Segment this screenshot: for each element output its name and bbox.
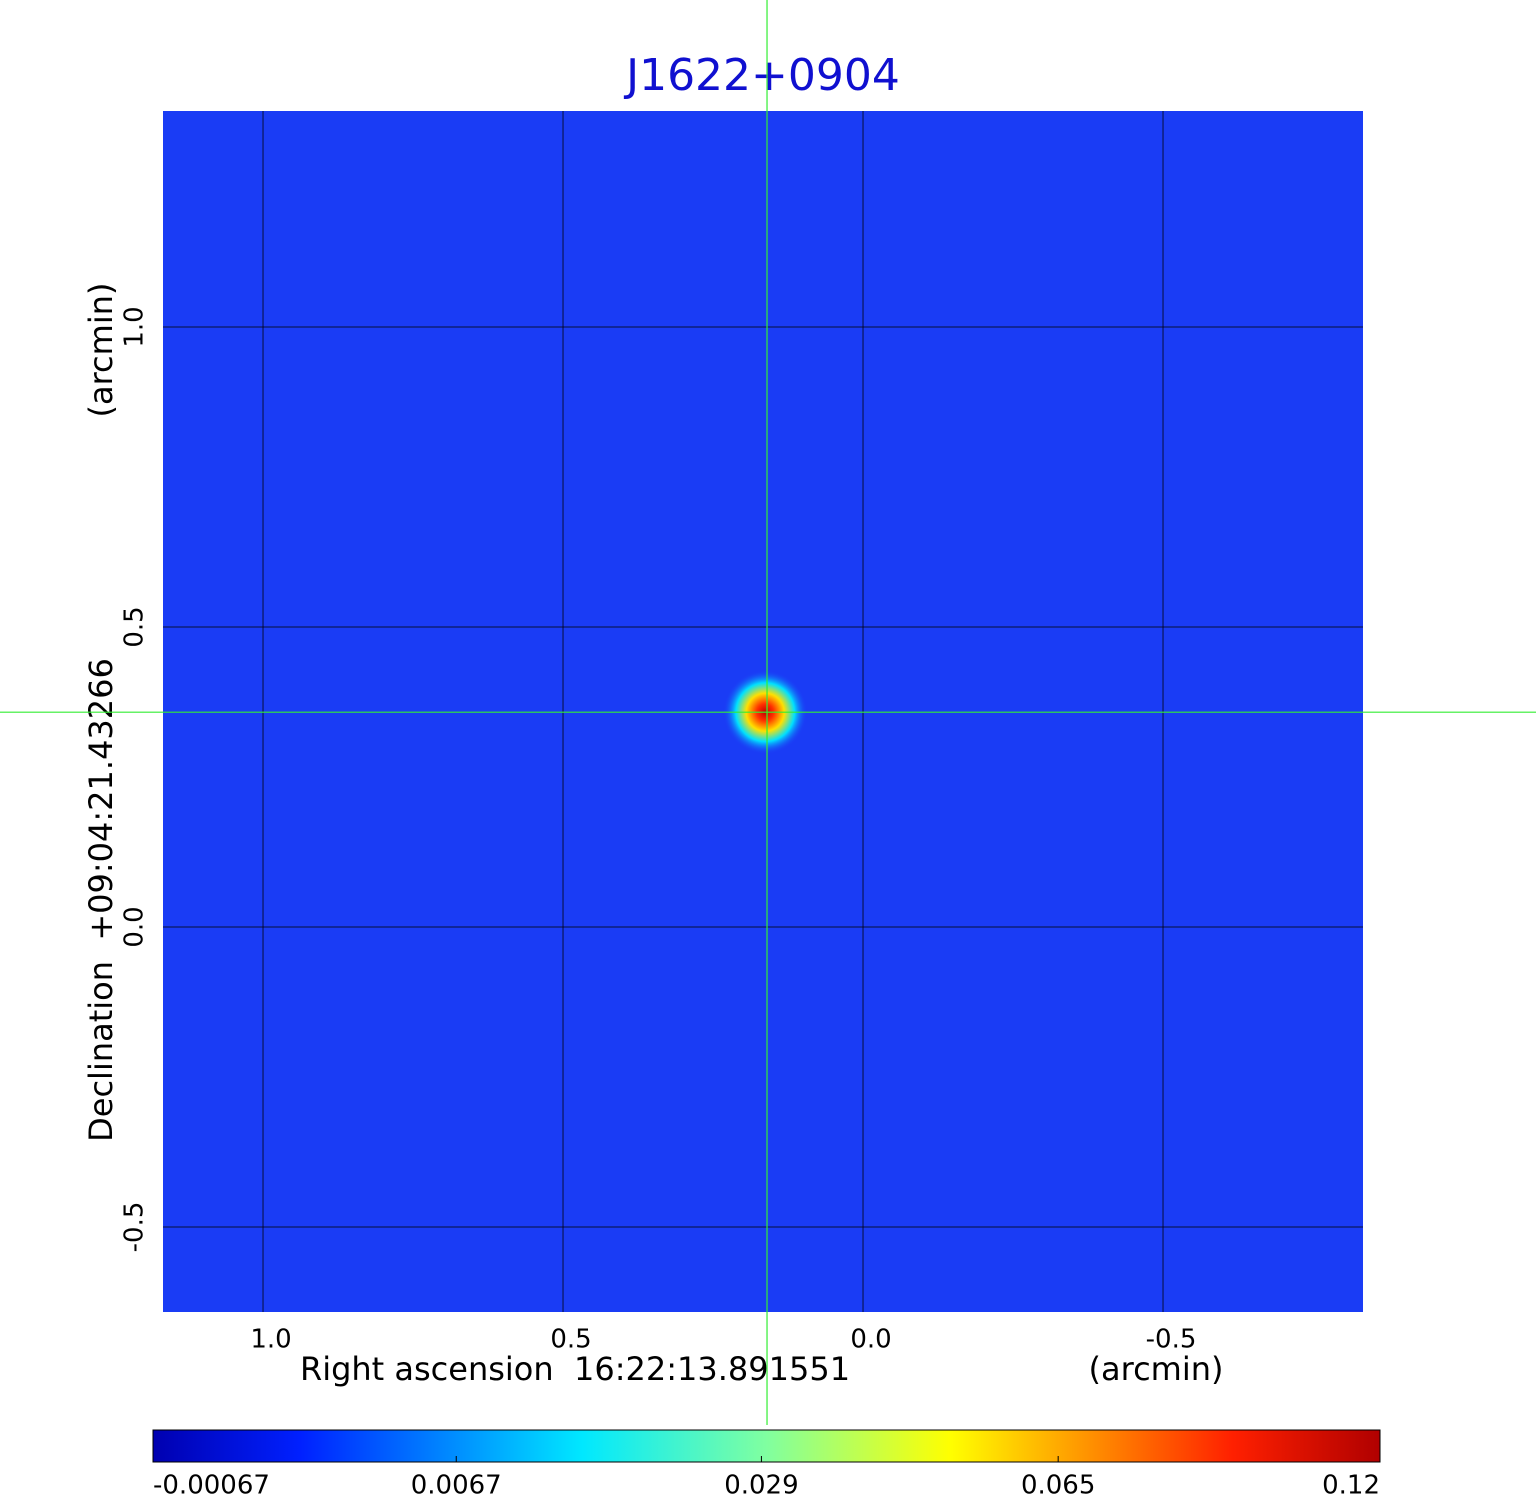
- colorbar-tick-label: 0.065: [1021, 1471, 1095, 1500]
- colorbar-tick-label: 0.0067: [411, 1471, 502, 1500]
- x-tick-label: 1.0: [250, 1325, 291, 1355]
- colorbar-tick-label: 0.12: [1322, 1471, 1380, 1500]
- x-tick-label: 0.5: [550, 1325, 591, 1355]
- x-axis-unit: (arcmin): [1089, 1350, 1224, 1388]
- chart-title: J1622+0904: [623, 50, 900, 101]
- colorbar-tick-label: -0.00067: [153, 1471, 270, 1500]
- x-axis-label: Right ascension 16:22:13.891551: [300, 1350, 850, 1388]
- colorbar: [152, 1429, 1381, 1463]
- x-tick-label: -0.5: [1146, 1325, 1197, 1355]
- colorbar-tick-label: 0.029: [724, 1471, 798, 1500]
- x-tick-label: 0.0: [850, 1325, 891, 1355]
- y-tick-label: 0.0: [120, 906, 150, 947]
- y-tick-label: -0.5: [120, 1202, 150, 1253]
- y-axis-label: Declination +09:04:21.43266: [82, 658, 120, 1142]
- y-tick-label: 1.0: [120, 306, 150, 347]
- y-axis-unit: (arcmin): [82, 283, 120, 418]
- y-tick-label: 0.5: [120, 606, 150, 647]
